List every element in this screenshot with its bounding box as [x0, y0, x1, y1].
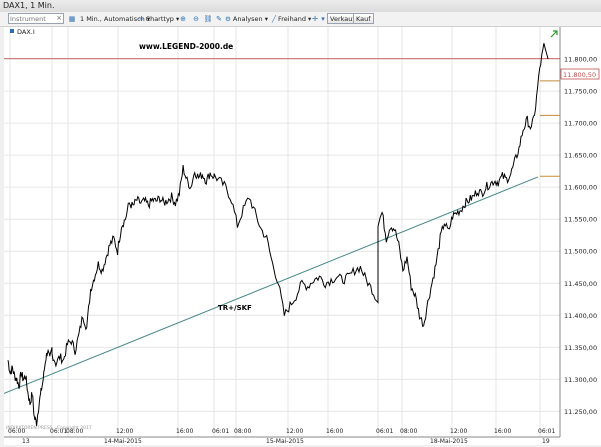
- expand-icon[interactable]: [550, 30, 558, 38]
- time-tick-label: 12:00: [286, 428, 303, 435]
- price-tick-label: 11.450,00: [564, 280, 597, 288]
- zoom-in-icon[interactable]: ⊕: [180, 15, 186, 23]
- expand-arrow: [550, 30, 558, 38]
- price-tick-label: 11.700,00: [564, 120, 597, 128]
- link-icon[interactable]: ⛓: [203, 15, 213, 23]
- price-tick-label: 11.550,00: [564, 216, 597, 224]
- current-price-box: [560, 68, 600, 80]
- price-tick-label: 11.650,00: [564, 152, 597, 160]
- time-tick-label: 06:00: [8, 428, 25, 435]
- window-title: DAX1, 1 Min.: [3, 1, 55, 10]
- price-levels: [4, 58, 560, 177]
- footer-text: INDIKATOREN PRESS · Copyright 2017: [6, 425, 92, 431]
- date-label: 15-Mai-2015: [266, 438, 304, 445]
- charttype-dropdown[interactable]: ∿ Charttyp ▾: [138, 15, 180, 23]
- crosshair-icon[interactable]: ✛: [312, 15, 318, 23]
- chart-type-icon: ∿: [138, 15, 144, 23]
- price-tick-label: 11.350,00: [564, 344, 597, 352]
- price-tick-label: 11.500,00: [564, 248, 597, 256]
- freehand-icon: ╱: [272, 15, 276, 23]
- time-tick-label: 08:00: [400, 428, 417, 435]
- freihand-dropdown[interactable]: ╱ Freihand ▾: [272, 15, 312, 23]
- date-label: 19: [542, 438, 550, 445]
- clear-icon[interactable]: ×: [56, 14, 62, 22]
- chart-area[interactable]: 11.250,00 11.300,00 11.350,00 11.400,00 11.4…: [3, 27, 601, 445]
- price-tick-label: 11.800,00: [564, 56, 597, 64]
- plot-background: [4, 27, 564, 437]
- time-tick-label: 16:00: [326, 428, 343, 435]
- price-tick-label: 11.750,00: [564, 88, 597, 96]
- trendline-label: TR+/SKF: [218, 304, 252, 312]
- kauf-button[interactable]: Kauf: [353, 13, 374, 24]
- grid-icon[interactable]: ▦: [68, 15, 76, 23]
- symbol-label[interactable]: DAX.I: [17, 28, 35, 36]
- price-chart[interactable]: 11.250,00 11.300,00 11.350,00 11.400,00 11.4…: [3, 27, 601, 445]
- instrument-search-field[interactable]: ×: [8, 13, 64, 24]
- analysen-label: Analysen: [232, 15, 263, 23]
- date-label: 14-Mai-2015: [104, 438, 142, 445]
- chevron-down-icon[interactable]: ▾: [321, 15, 325, 23]
- horizontal-gridlines: [4, 58, 560, 412]
- price-tick-label: 11.400,00: [564, 312, 597, 320]
- price-line: [7, 43, 549, 427]
- time-tick-label: 06:01: [538, 428, 555, 435]
- time-tick-label: 16:00: [494, 428, 511, 435]
- price-tick-label: 11.250,00: [564, 408, 597, 416]
- time-tick-label: 16:00: [176, 428, 193, 435]
- time-tick-label: 12:00: [450, 428, 467, 435]
- trendline[interactable]: [3, 176, 539, 394]
- date-label: 18-Mai-2015: [430, 438, 468, 445]
- interval-label: 1 Min., Automatisch: [80, 15, 145, 23]
- time-tick-label: 06:01: [50, 428, 67, 435]
- time-tick-label: 08:00: [66, 428, 83, 435]
- date-axis-labels: 13 14-Mai-2015 15-Mai-2015 18-Mai-2015 19: [22, 438, 550, 445]
- current-price-label: 11.800,50: [563, 71, 596, 79]
- time-tick-label: 08:00: [234, 428, 251, 435]
- analysis-icon: ⚙: [225, 15, 231, 23]
- charttype-label: Charttyp: [145, 15, 174, 23]
- instrument-input[interactable]: [10, 14, 54, 23]
- time-tick-label: 06:01: [212, 428, 229, 435]
- chart-toolbar: × ▦ 1 Min., Automatisch ▾ ∿ Charttyp ▾ ⊕…: [0, 12, 601, 27]
- watermark-text: www.LEGEND-2000.de: [139, 42, 233, 51]
- price-tick-label: 11.300,00: [564, 376, 597, 384]
- vertical-gridlines: [9, 27, 541, 437]
- freihand-label: Freihand: [278, 15, 306, 23]
- interval-dropdown[interactable]: 1 Min., Automatisch ▾: [80, 15, 151, 23]
- zoom-out-icon[interactable]: ⊖: [193, 15, 199, 23]
- price-tick-label: 11.600,00: [564, 184, 597, 192]
- time-tick-label: 12:00: [116, 428, 133, 435]
- price-axis-labels: 11.250,00 11.300,00 11.350,00 11.400,00 11.4…: [564, 56, 597, 416]
- date-label: 13: [22, 438, 30, 445]
- analysen-dropdown[interactable]: ⚙ Analysen ▾: [225, 15, 268, 23]
- time-tick-label: 06:01: [376, 428, 393, 435]
- edit-icon[interactable]: ✎: [216, 15, 222, 23]
- symbol-icon: [10, 29, 14, 33]
